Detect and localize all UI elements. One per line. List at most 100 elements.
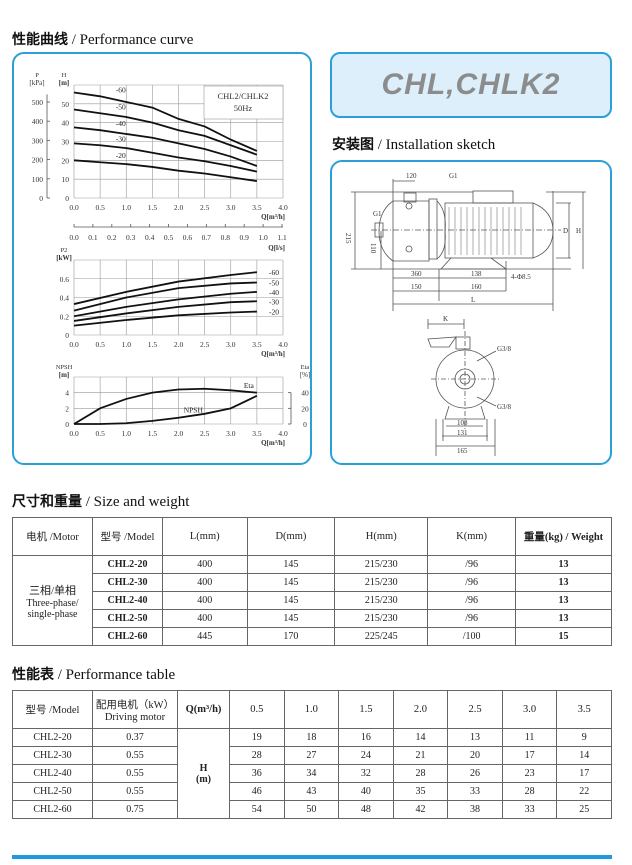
flow-ls-tick-label: 1.0: [258, 233, 268, 242]
cell: /100: [427, 627, 516, 646]
y-axis-unit: [m]: [59, 371, 70, 379]
y2-tick-label: 0: [303, 420, 307, 429]
table-row: CHL2-40 400 145 215/230/96 13: [13, 591, 612, 610]
cell: 145: [246, 609, 336, 628]
x-tick-label: 2.0: [174, 340, 184, 349]
series-label: Eta: [244, 381, 255, 390]
head-value: 34: [283, 764, 340, 783]
x-tick-label: 1.5: [148, 203, 158, 212]
cell: CHL2-50: [92, 609, 163, 628]
x-tick-label: 4.0: [278, 203, 288, 212]
motor-kw-cell: 0.55: [92, 764, 178, 783]
series-label: NPSH: [184, 405, 204, 414]
cell: 400: [162, 609, 248, 628]
svg-text:150: 150: [411, 283, 422, 291]
model-cell: CHL2-50: [12, 782, 93, 801]
chart-title-box: [203, 85, 284, 120]
head-value: 16: [338, 728, 394, 747]
col-model: 型号 /Model: [12, 690, 93, 729]
head-value: 25: [556, 800, 612, 819]
table-row: CHL2-30 400 145 215/230/96 13: [13, 573, 612, 592]
series-line-Eta: [73, 387, 257, 425]
cell: 13: [515, 591, 612, 610]
series-label: -40: [269, 288, 279, 297]
flow-ls-label: Q[l/s]: [268, 244, 285, 252]
table-row: CHL2-50 400 145 215/230/96 13: [13, 609, 612, 628]
head-value: 21: [392, 746, 449, 765]
y-axis-unit: [m]: [59, 79, 70, 87]
svg-text:131: 131: [457, 429, 468, 437]
col-k: K(mm): [427, 517, 516, 556]
y-axis-label: H: [62, 72, 67, 79]
x-tick-label: 3.0: [226, 429, 236, 438]
installation-drawing: 120 G1 G1 215 110 360 138 4-Φ8.5 150 160…: [344, 172, 586, 456]
head-value: 50: [283, 800, 340, 819]
svg-text:120: 120: [406, 172, 417, 180]
col-motor: 电机 /Motor: [12, 517, 93, 556]
x-tick-label: 3.0: [226, 203, 236, 212]
y2-tick-label: 400: [32, 117, 44, 126]
side-dimension-labels: 120 G1 G1 215 110 360 138 4-Φ8.5 150 160…: [344, 172, 581, 304]
svg-text:K: K: [443, 315, 448, 323]
flow-ls-tick-label: 1.1: [277, 233, 287, 242]
y2-axis-label: Eta: [301, 364, 310, 371]
col-l: L(mm): [162, 517, 248, 556]
flow-ls-tick-label: 0.4: [145, 233, 155, 242]
col-h: H(mm): [334, 517, 429, 556]
bottom-divider: [12, 855, 612, 859]
series-label: -20: [116, 151, 126, 160]
series-line-NPSH: [74, 394, 258, 425]
svg-text:G3/8: G3/8: [497, 345, 512, 353]
head-value: 14: [392, 728, 449, 747]
x-axis-label: Q[m³/h]: [261, 350, 285, 358]
x-tick-label: 4.0: [278, 340, 288, 349]
head-value: 11: [501, 728, 558, 747]
y-tick-label: 0: [65, 331, 69, 340]
x-tick-label: 0.5: [95, 203, 105, 212]
flow-ls-tick-label: 0.5: [164, 233, 174, 242]
cell: 445: [162, 627, 248, 646]
x-tick-label: 0.0: [69, 429, 79, 438]
motor-kw-cell: 0.55: [92, 746, 178, 765]
x-tick-label: 2.0: [174, 429, 184, 438]
y2-tick-label: 20: [301, 404, 309, 413]
x-tick-label: 1.5: [148, 340, 158, 349]
head-value: 35: [392, 782, 449, 801]
svg-text:138: 138: [471, 270, 482, 278]
series-label: -40: [116, 119, 126, 128]
cell: 215/230: [334, 591, 429, 610]
series-line-m60: [73, 271, 257, 305]
x-tick-label: 0.5: [95, 340, 105, 349]
cell: 400: [162, 591, 248, 610]
svg-text:165: 165: [457, 447, 468, 455]
svg-text:G1: G1: [373, 210, 382, 218]
table-row: CHL2-20 0.37 H (m) 19 18 16 14 13 11 9: [12, 728, 612, 819]
y-axis-unit: [kW]: [56, 254, 72, 262]
series-label: -60: [269, 268, 279, 277]
performance-curve-panel: 0.0 0.5 1.0 1.5 2.0 2.5 3.0 3.5 4.0 0 10 20 30 40 50 Q[…: [12, 52, 312, 465]
flow-ls-tick-label: 0.3: [126, 233, 136, 242]
col-q: 3.5: [556, 690, 612, 729]
cell: /96: [427, 609, 516, 628]
col-d: D(mm): [246, 517, 336, 556]
cell: 145: [246, 555, 336, 574]
x-tick-label: 3.0: [226, 340, 236, 349]
col-q: 1.0: [283, 690, 340, 729]
series-line-m40: [73, 290, 257, 318]
head-label-cell: H (m): [177, 728, 230, 819]
head-value: 14: [556, 746, 612, 765]
col-q: 1.5: [338, 690, 394, 729]
x-tick-label: 2.5: [200, 203, 210, 212]
y2-tick-label: 300: [32, 136, 44, 145]
head-value: 38: [447, 800, 503, 819]
y2-tick-label: 500: [32, 98, 44, 107]
y2-tick-label: 200: [32, 156, 44, 165]
cell: 215/230: [334, 573, 429, 592]
series-line-m40: [73, 126, 258, 167]
head-value: 28: [392, 764, 449, 783]
head-value: 33: [447, 782, 503, 801]
brand-title: CHL,CHLK2: [381, 68, 561, 101]
series-label: -50: [269, 279, 279, 288]
col-flow: Q(m³/h): [177, 690, 230, 729]
svg-text:110: 110: [369, 243, 377, 254]
